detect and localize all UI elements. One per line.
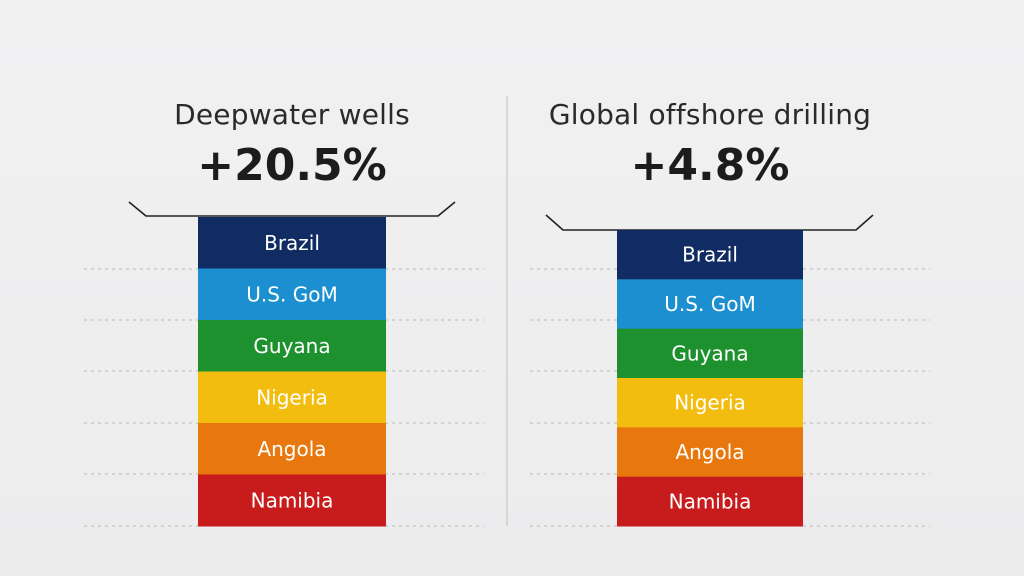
right-segment-label: Guyana [671,341,748,365]
right-segment-guyana [617,328,803,379]
left-bracket [128,201,456,217]
left-segment-u-s-gom [198,268,386,321]
right-segment-angola [617,427,803,478]
left-segment-label: Namibia [251,488,334,512]
right-segment-brazil [617,230,803,280]
left-segment-label: U.S. GoM [246,282,337,306]
right-segment-label: Angola [675,440,744,464]
left-segment-guyana [198,320,386,372]
left-segment-label: Brazil [264,231,320,255]
right-segment-u-s-gom [617,279,803,330]
right-segment-label: Nigeria [674,391,746,415]
right-segment-label: U.S. GoM [664,292,755,316]
left-segment-brazil [198,217,386,269]
left-segment-label: Angola [257,437,326,461]
left-segment-namibia [198,474,386,527]
right-panel-value: +4.8% [630,140,790,191]
right-segment-label: Namibia [669,489,752,513]
right-panel-title: Global offshore drilling [548,98,872,131]
left-segment-label: Guyana [253,334,330,358]
left-segment-label: Nigeria [256,385,328,409]
right-segment-nigeria [617,378,803,428]
left-panel-value: +20.5% [197,140,387,191]
right-bracket [545,214,874,231]
left-segment-nigeria [198,371,386,424]
right-segment-namibia [617,476,803,527]
left-panel-title: Deepwater wells [174,98,410,131]
left-segment-angola [198,423,386,475]
right-segment-label: Brazil [682,243,738,267]
